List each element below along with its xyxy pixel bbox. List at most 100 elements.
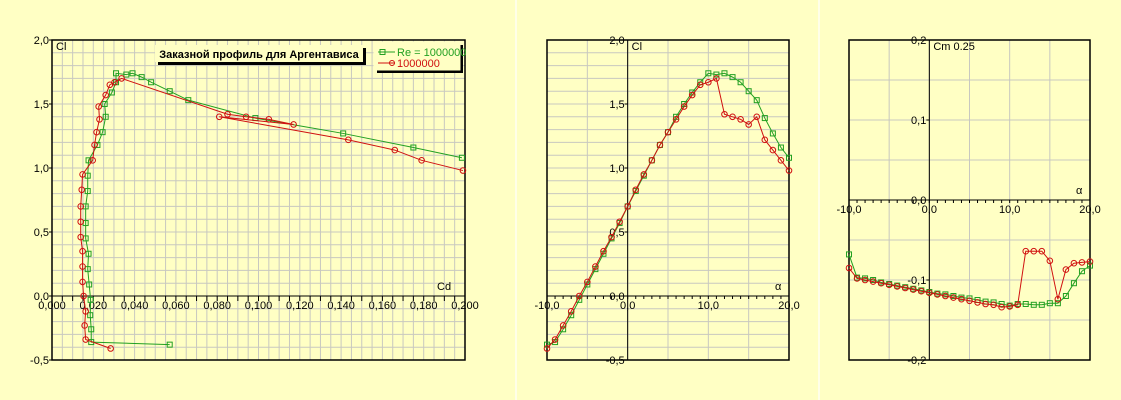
data-point (721, 110, 728, 118)
data-point (1006, 303, 1013, 310)
chart-title: Заказной профиль для Аргентависа (159, 49, 359, 61)
y-axis-label: Cl (56, 41, 66, 53)
data-point (1070, 259, 1078, 267)
data-point (745, 121, 752, 128)
series-line (85, 72, 463, 346)
x-axis-label: α (1076, 185, 1083, 197)
data-point (680, 103, 688, 110)
data-point (77, 233, 85, 241)
data-point (705, 70, 712, 77)
x-tick-label: 0,120 (286, 300, 314, 312)
y-axis-label: Cm 0.25 (933, 41, 975, 53)
data-point (640, 171, 648, 178)
y-axis-label: Cl (632, 41, 642, 53)
data-point (129, 70, 136, 77)
data-point (87, 296, 94, 303)
y-tick-label: 0,1 (911, 115, 926, 127)
data-point (869, 278, 877, 285)
data-point (345, 136, 352, 144)
data-point (458, 154, 465, 161)
data-point (745, 88, 752, 95)
legend-box (373, 41, 461, 71)
data-point (624, 203, 631, 210)
data-point (89, 157, 96, 164)
data-point (551, 336, 559, 343)
x-tick-label: 0,000 (38, 300, 66, 312)
chart-3: -10,0 0,0 10,0 20,0 -0,2 -0,1 0,0 0,1 0,2 Cm 0.25… (836, 35, 1100, 367)
data-point (242, 113, 250, 121)
data-point (81, 322, 88, 329)
x-tick-label: 0,200 (451, 300, 479, 312)
data-point (123, 71, 130, 78)
data-point (96, 116, 103, 123)
legend-marker (379, 49, 386, 55)
series-red (77, 75, 467, 352)
data-point (600, 247, 607, 255)
x-tick-label: 10,0 (999, 204, 1020, 216)
data-point (901, 284, 909, 292)
data-point (224, 110, 231, 118)
data-point (88, 326, 95, 333)
data-point (1087, 262, 1093, 269)
data-point (391, 146, 399, 154)
data-point (737, 79, 744, 86)
data-point (99, 129, 106, 136)
data-point (786, 154, 792, 161)
data-point (80, 292, 87, 300)
data-point (78, 186, 86, 194)
data-point (166, 88, 173, 95)
data-point (950, 294, 957, 301)
data-point (567, 308, 575, 315)
data-point (84, 188, 91, 195)
data-point (753, 113, 761, 121)
data-point (290, 121, 297, 128)
data-point (1086, 258, 1094, 265)
data-point (998, 301, 1005, 307)
y-tick-label: 1,5 (34, 99, 49, 111)
data-point (77, 218, 85, 226)
data-point (608, 233, 615, 241)
data-point (918, 287, 925, 295)
data-point (1038, 301, 1045, 308)
x-tick-label: 10,0 (698, 300, 719, 312)
y-tick-label: 0,5 (34, 227, 49, 239)
data-point (721, 70, 728, 77)
data-point (166, 341, 173, 348)
data-point (769, 130, 776, 137)
data-point (853, 275, 861, 282)
data-point (148, 79, 155, 86)
data-point (102, 113, 109, 120)
x-tick-label: -10,0 (534, 300, 559, 312)
series-red (845, 247, 1094, 311)
x-tick-label: 0,080 (203, 300, 231, 312)
data-point (1070, 280, 1077, 287)
data-point (861, 276, 869, 284)
data-point (91, 141, 98, 149)
legend-marker (389, 60, 395, 66)
data-point (934, 291, 941, 298)
data-point (777, 144, 784, 151)
data-point (111, 78, 118, 86)
data-point (82, 308, 89, 315)
data-point (543, 345, 551, 352)
data-point (79, 278, 86, 286)
data-point (79, 247, 86, 255)
data-point (966, 297, 973, 305)
y-tick-label: 0,0 (34, 291, 49, 303)
x-tick-label: 20,0 (1079, 204, 1100, 216)
y-tick-label: -0,1 (907, 275, 926, 287)
data-point (648, 157, 656, 164)
data-point (713, 75, 720, 82)
data-point (85, 157, 92, 164)
data-point (340, 130, 347, 137)
data-point (418, 157, 425, 164)
series-red (543, 75, 793, 352)
data-point (265, 116, 273, 123)
data-point (1014, 301, 1022, 309)
x-axis-label: α (775, 281, 782, 293)
data-point (893, 283, 901, 290)
data-point (215, 113, 223, 121)
y-tick-label: -0,5 (30, 355, 49, 367)
y-tick-label: 1,0 (609, 163, 624, 175)
data-point (974, 299, 981, 306)
